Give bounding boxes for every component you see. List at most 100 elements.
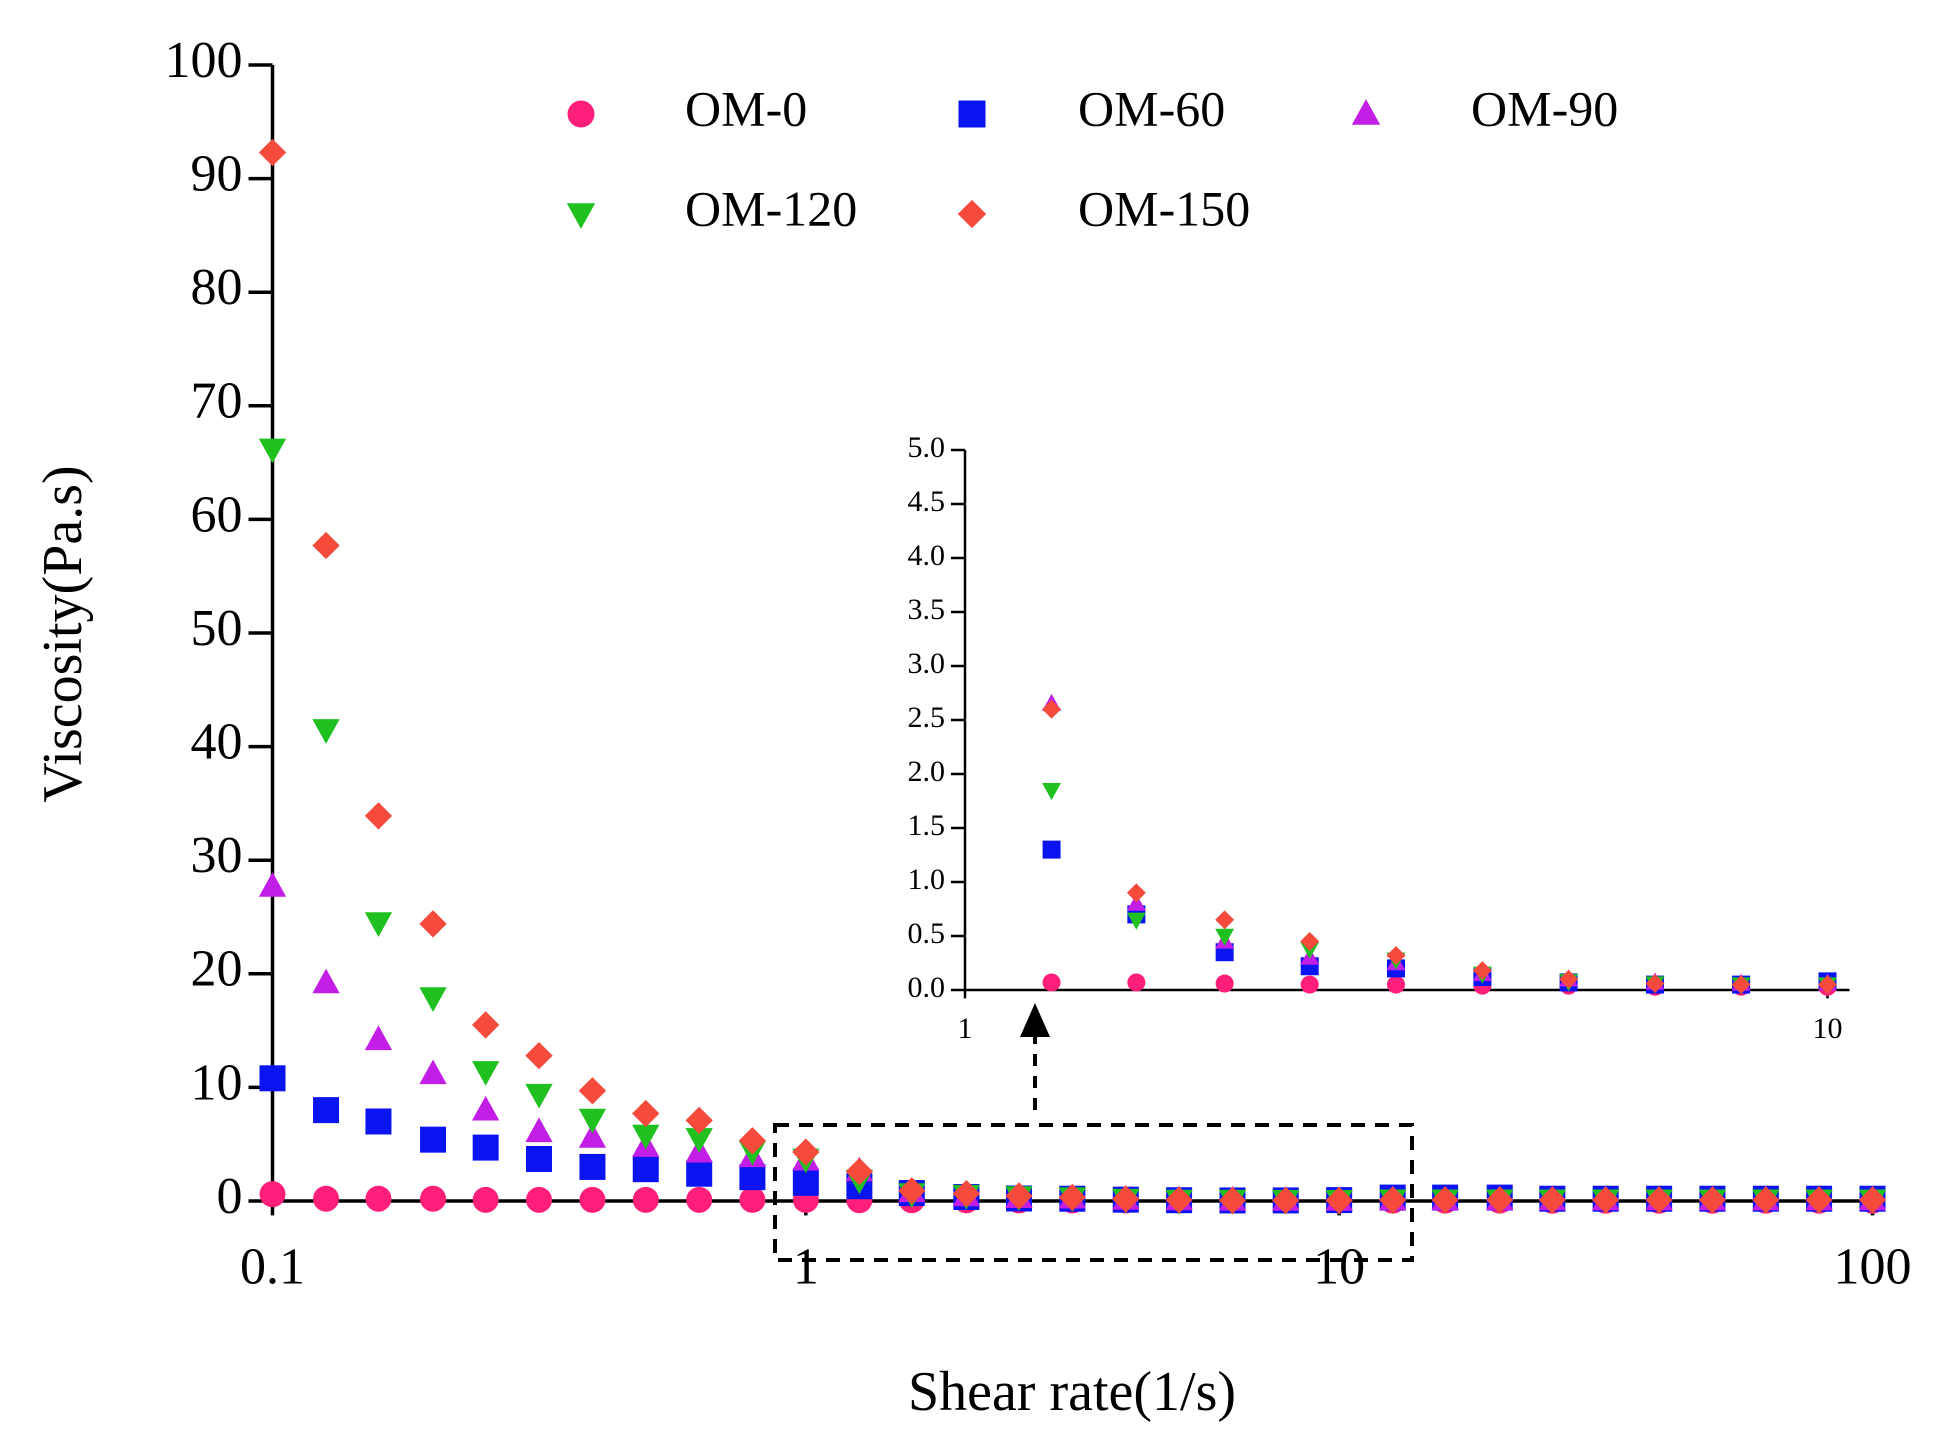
marker <box>632 1186 659 1213</box>
y-tick-label: 1.5 <box>908 809 946 842</box>
legend-marker <box>957 199 987 229</box>
marker <box>632 1156 659 1183</box>
marker <box>365 1185 392 1212</box>
marker <box>578 1077 607 1105</box>
marker <box>1386 945 1406 965</box>
marker <box>1731 975 1751 995</box>
y-tick-label: 2.0 <box>908 755 946 788</box>
marker <box>686 1160 713 1187</box>
marker <box>1218 1186 1247 1214</box>
marker <box>419 910 447 938</box>
marker <box>419 987 447 1012</box>
marker <box>313 1185 340 1212</box>
marker <box>739 1164 766 1191</box>
y-tick-label: 0 <box>217 1168 243 1225</box>
marker <box>579 1153 606 1180</box>
marker <box>312 531 340 560</box>
marker <box>1300 975 1319 994</box>
marker <box>1058 1183 1086 1212</box>
x-tick-label: 0.1 <box>240 1239 305 1296</box>
marker <box>632 1124 660 1150</box>
marker <box>579 1186 606 1213</box>
y-tick-label: 60 <box>191 486 243 543</box>
marker <box>1005 1182 1033 1210</box>
marker <box>1126 912 1146 930</box>
marker <box>525 1145 552 1172</box>
x-tick-label: 1 <box>958 1012 973 1045</box>
marker <box>685 1128 713 1153</box>
marker <box>259 1065 286 1092</box>
x-tick-label: 100 <box>1834 1239 1912 1296</box>
y-tick-label: 50 <box>191 600 243 657</box>
marker <box>1645 974 1665 993</box>
marker <box>1042 783 1062 801</box>
marker <box>312 719 340 744</box>
marker <box>1818 975 1837 995</box>
marker <box>1127 973 1146 992</box>
legend-marker <box>567 100 595 128</box>
marker <box>472 1095 500 1121</box>
marker <box>365 1108 392 1135</box>
y-tick-label: 5.0 <box>908 431 946 464</box>
y-tick-label: 3.5 <box>908 593 946 626</box>
marker <box>420 1185 447 1212</box>
marker <box>258 138 287 167</box>
marker <box>578 1123 607 1148</box>
marker <box>1042 699 1062 719</box>
y-tick-label: 70 <box>191 373 243 430</box>
marker <box>1215 928 1235 946</box>
y-tick-label: 3.0 <box>908 647 946 680</box>
marker <box>364 1025 393 1051</box>
x-tick-label: 10 <box>1813 1012 1843 1045</box>
marker <box>525 1041 553 1070</box>
marker <box>792 1138 820 1166</box>
marker <box>1215 910 1235 930</box>
marker <box>258 872 287 897</box>
y-tick-label: 1.0 <box>908 863 946 896</box>
y-tick-label: 0.0 <box>908 971 946 1004</box>
marker <box>632 1099 660 1128</box>
y-tick-label: 10 <box>191 1054 243 1111</box>
zoom-box <box>773 1123 1414 1262</box>
marker <box>1486 1186 1514 1214</box>
marker <box>364 912 393 937</box>
marker <box>1592 1186 1620 1214</box>
marker <box>1559 969 1579 989</box>
y-tick-label: 80 <box>191 259 243 316</box>
marker <box>1379 1186 1407 1214</box>
marker <box>686 1186 713 1213</box>
marker <box>472 1011 500 1039</box>
y-tick-label: 0.5 <box>908 917 946 950</box>
marker <box>738 1127 767 1155</box>
marker <box>792 1169 819 1196</box>
marker <box>1126 883 1146 903</box>
legend-label: OM-0 <box>685 80 807 136</box>
marker <box>1042 840 1061 859</box>
marker <box>1472 961 1492 981</box>
marker <box>472 1134 499 1161</box>
marker <box>845 1157 874 1186</box>
legend-marker <box>1351 99 1381 125</box>
marker <box>364 802 393 830</box>
marker <box>1215 974 1234 993</box>
marker <box>1645 1186 1673 1214</box>
marker <box>1752 1186 1780 1214</box>
legend-label: OM-120 <box>685 180 857 236</box>
y-tick-label: 4.0 <box>908 539 946 572</box>
y-tick-label: 30 <box>191 827 243 884</box>
marker <box>1272 1186 1300 1215</box>
legend-label: OM-150 <box>1078 180 1250 236</box>
x-tick-label: 10 <box>1313 1239 1365 1296</box>
legend-marker <box>566 203 596 229</box>
marker <box>1165 1186 1193 1214</box>
x-axis-title: Shear rate(1/s) <box>908 1361 1236 1423</box>
y-tick-label: 4.5 <box>908 485 946 518</box>
marker <box>1386 975 1405 994</box>
marker <box>420 1126 447 1153</box>
marker <box>312 968 340 994</box>
marker <box>258 438 287 464</box>
marker <box>1042 973 1061 992</box>
legend-label: OM-90 <box>1471 80 1618 136</box>
marker <box>898 1177 926 1205</box>
